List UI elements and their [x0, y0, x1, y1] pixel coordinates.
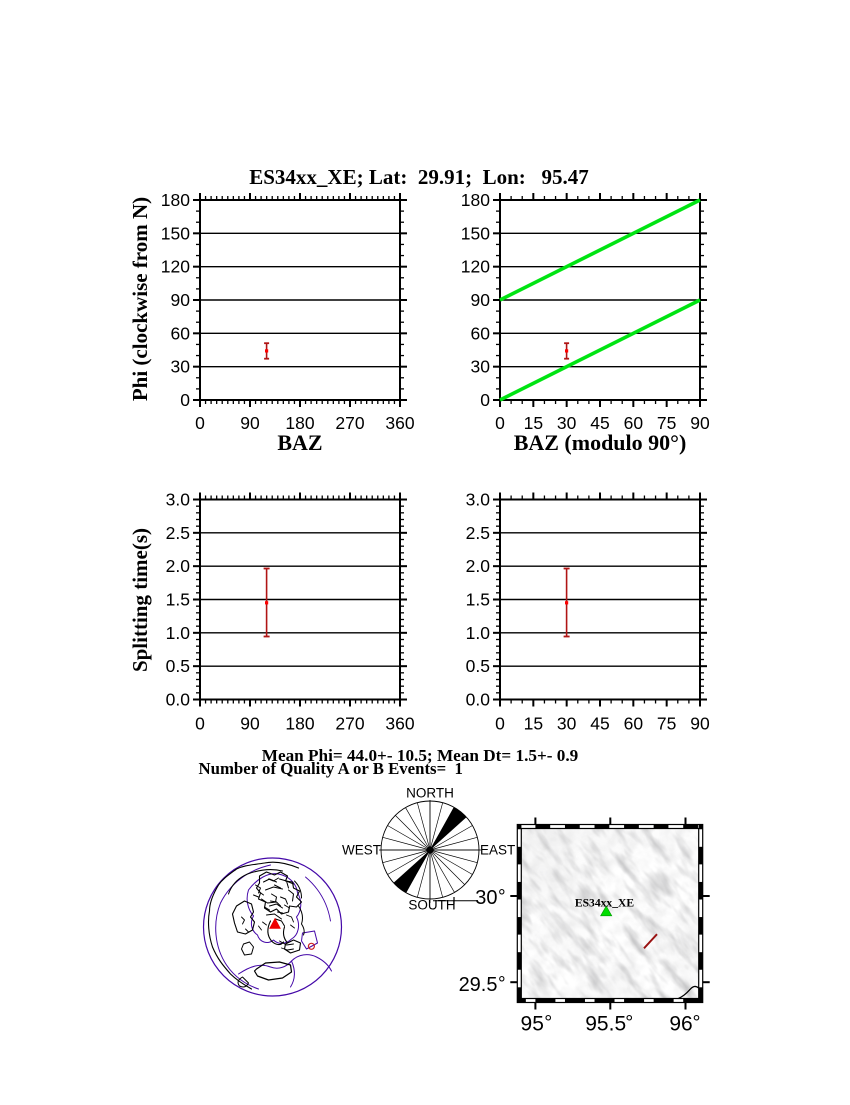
svg-text:BAZ (modulo 90°): BAZ (modulo 90°) [514, 430, 687, 455]
svg-text:30: 30 [475, 887, 497, 909]
svg-text:180: 180 [461, 190, 490, 210]
svg-text:3.0: 3.0 [166, 490, 191, 510]
svg-text:90: 90 [240, 413, 260, 433]
svg-text:360: 360 [385, 714, 414, 734]
svg-text:1.0: 1.0 [166, 623, 191, 643]
svg-text:0: 0 [480, 390, 490, 410]
svg-text:120: 120 [461, 257, 490, 277]
svg-text:3.0: 3.0 [466, 490, 491, 510]
svg-text:15: 15 [524, 413, 543, 433]
svg-text:180: 180 [285, 413, 314, 433]
svg-text:30: 30 [171, 357, 191, 377]
svg-text:Mean Phi= 44.0+- 10.5; Mean Dt: Mean Phi= 44.0+- 10.5; Mean Dt= 1.5+- 0.… [262, 746, 579, 765]
svg-text:96: 96 [669, 1013, 692, 1036]
svg-text:180: 180 [161, 190, 190, 210]
svg-text:0: 0 [195, 413, 205, 433]
svg-text:270: 270 [335, 714, 364, 734]
svg-text:0.0: 0.0 [166, 690, 191, 710]
svg-text:120: 120 [161, 257, 190, 277]
svg-text:0: 0 [495, 413, 505, 433]
svg-text:270: 270 [335, 413, 364, 433]
svg-text:NORTH: NORTH [406, 786, 454, 801]
svg-text:EAST: EAST [480, 843, 515, 858]
svg-text:90: 90 [690, 413, 710, 433]
svg-text:150: 150 [161, 223, 190, 243]
svg-text:Number of Quality A or B Event: Number of Quality A or B Events= 1 [199, 759, 463, 778]
svg-text:°: ° [625, 1012, 633, 1034]
svg-text:0: 0 [495, 714, 505, 734]
svg-text:2.0: 2.0 [466, 556, 491, 576]
svg-text:2.5: 2.5 [466, 523, 490, 543]
svg-text:0: 0 [195, 714, 205, 734]
svg-text:°: ° [498, 974, 506, 995]
svg-text:°: ° [498, 887, 506, 908]
svg-text:90: 90 [240, 714, 260, 734]
svg-text:90: 90 [171, 290, 191, 310]
svg-text:30: 30 [557, 413, 577, 433]
svg-text:30: 30 [557, 714, 577, 734]
svg-text:0.5: 0.5 [466, 656, 490, 676]
svg-text:90: 90 [471, 290, 491, 310]
svg-text:Phi (clockwise from N): Phi (clockwise from N) [128, 197, 152, 401]
svg-text:ES34xx_XE; Lat: 29.91; Lon:: ES34xx_XE; Lat: 29.91; Lon: 95.47 [249, 165, 589, 189]
svg-text:90: 90 [690, 714, 710, 734]
svg-text:15: 15 [524, 714, 543, 734]
svg-text:°: ° [693, 1012, 701, 1034]
svg-text:0.0: 0.0 [466, 690, 491, 710]
svg-text:WEST: WEST [342, 843, 381, 858]
svg-text:2.0: 2.0 [166, 556, 191, 576]
svg-text:60: 60 [471, 323, 491, 343]
svg-text:ES34xx_XE: ES34xx_XE [575, 897, 635, 910]
svg-text:0.5: 0.5 [166, 656, 190, 676]
svg-text:95.5: 95.5 [585, 1013, 626, 1036]
svg-text:BAZ: BAZ [277, 430, 322, 455]
svg-text:1.0: 1.0 [466, 623, 491, 643]
svg-text:°: ° [544, 1012, 552, 1034]
svg-text:150: 150 [461, 223, 490, 243]
svg-text:95: 95 [521, 1013, 544, 1036]
svg-text:2.5: 2.5 [166, 523, 190, 543]
svg-text:60: 60 [624, 413, 644, 433]
svg-text:45: 45 [590, 413, 609, 433]
svg-text:75: 75 [657, 714, 676, 734]
svg-text:60: 60 [171, 323, 191, 343]
svg-text:180: 180 [285, 714, 314, 734]
svg-text:360: 360 [385, 413, 414, 433]
svg-text:75: 75 [657, 413, 676, 433]
svg-text:1.5: 1.5 [466, 590, 490, 610]
svg-text:30: 30 [471, 357, 491, 377]
svg-text:60: 60 [624, 714, 644, 734]
svg-text:29.5: 29.5 [459, 974, 498, 996]
svg-text:Splitting time(s): Splitting time(s) [128, 528, 152, 672]
svg-text:0: 0 [180, 390, 190, 410]
svg-text:45: 45 [590, 714, 609, 734]
svg-text:1.5: 1.5 [166, 590, 190, 610]
svg-text:SOUTH: SOUTH [408, 898, 455, 913]
